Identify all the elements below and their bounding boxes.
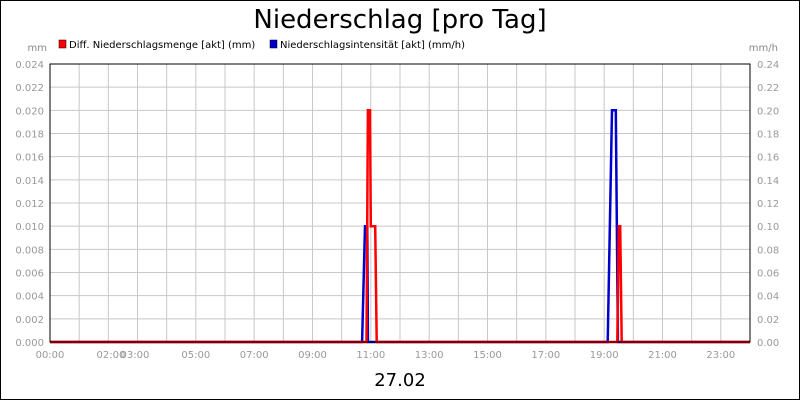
x-tick-label: 03:00 <box>121 350 150 361</box>
y-axis-left: 0.000 0.002 0.004 0.006 0.008 0.010 0.012 0.014… <box>15 60 44 349</box>
x-tick-label: 17:00 <box>531 350 560 361</box>
y-tick-label-right: 0.16 <box>757 153 779 164</box>
y-tick-label-right: 0.14 <box>757 176 779 187</box>
x-tick-label: 00:00 <box>36 350 65 361</box>
y-tick-label-left: 0.004 <box>15 292 44 303</box>
x-tick-label: 02:00 <box>97 350 126 361</box>
y-tick-label-left: 0.002 <box>15 315 44 326</box>
y-tick-label-left: 0.016 <box>15 153 44 164</box>
y-tick-label-left: 0.006 <box>15 269 44 280</box>
plot-area <box>49 63 751 343</box>
legend: Diff. Niederschlagsmenge [akt] (mm) Nied… <box>58 39 465 51</box>
y-tick-label-right: 0.02 <box>757 315 779 326</box>
y-tick-label-left: 0.000 <box>15 338 44 349</box>
x-tick-label: 21:00 <box>648 350 677 361</box>
x-tick-label: 11:00 <box>356 350 385 361</box>
x-tick-label: 09:00 <box>298 350 327 361</box>
y-tick-label-right: 0.22 <box>757 83 779 94</box>
y-tick-label-left: 0.008 <box>15 245 44 256</box>
grid <box>50 64 750 342</box>
y-tick-label-left: 0.020 <box>15 106 44 117</box>
right-axis-unit: mm/h <box>749 43 778 54</box>
legend-swatch-menge <box>58 39 67 49</box>
x-tick-label: 07:00 <box>240 350 269 361</box>
x-tick-label: 05:00 <box>181 350 210 361</box>
legend-label-intensitaet: Niederschlagsintensität [akt] (mm/h) <box>280 40 465 51</box>
chart-title: Niederschlag [pro Tag] <box>253 5 546 35</box>
y-tick-label-right: 0.24 <box>757 60 779 71</box>
x-tick-label: 15:00 <box>473 350 502 361</box>
left-axis-unit: mm <box>28 43 47 54</box>
y-tick-label-right: 0.00 <box>757 338 779 349</box>
date-label: 27.02 <box>374 370 426 391</box>
y-tick-label-left: 0.012 <box>15 199 44 210</box>
y-tick-label-right: 0.08 <box>757 245 779 256</box>
y-tick-label-right: 0.06 <box>757 269 779 280</box>
y-tick-label-left: 0.010 <box>15 222 44 233</box>
y-tick-label-left: 0.018 <box>15 130 44 141</box>
y-tick-label-left: 0.024 <box>15 60 44 71</box>
y-axis-right: 0.00 0.02 0.04 0.06 0.08 0.10 0.12 0.14 0.16 0.18… <box>757 60 779 349</box>
y-tick-label-right: 0.12 <box>757 199 779 210</box>
x-tick-label: 13:00 <box>415 350 444 361</box>
y-tick-label-left: 0.014 <box>15 176 44 187</box>
x-tick-label: 23:00 <box>706 350 735 361</box>
y-tick-label-right: 0.20 <box>757 106 779 117</box>
legend-label-menge: Diff. Niederschlagsmenge [akt] (mm) <box>69 40 255 51</box>
y-tick-label-right: 0.04 <box>757 292 779 303</box>
y-tick-label-right: 0.10 <box>757 222 779 233</box>
y-tick-label-right: 0.18 <box>757 130 779 141</box>
x-tick-label: 19:00 <box>590 350 619 361</box>
legend-swatch-intensitaet <box>269 39 278 49</box>
series-line-menge <box>50 109 750 344</box>
y-tick-label-left: 0.022 <box>15 83 44 94</box>
